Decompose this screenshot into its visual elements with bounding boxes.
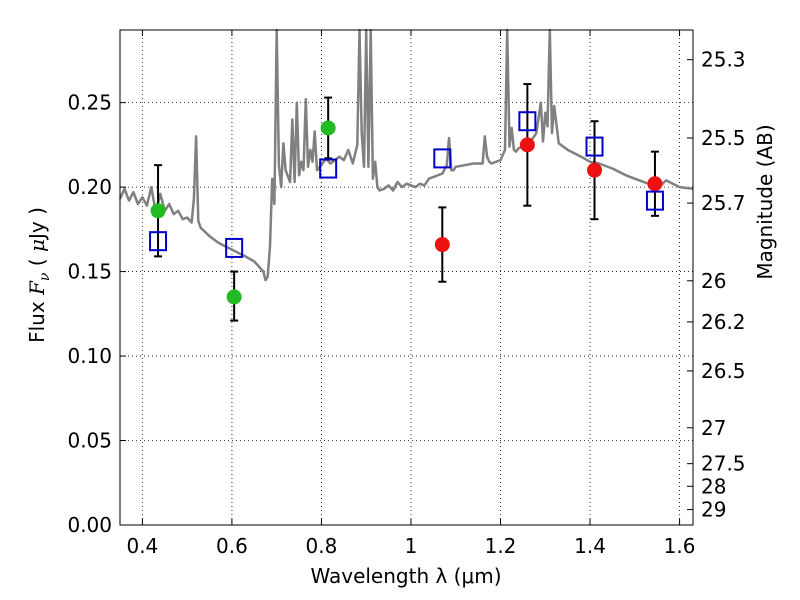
y2-tick-label: 27.5 xyxy=(701,452,746,476)
y2-tick-label: 25.3 xyxy=(701,48,746,72)
synthetic-flux-point xyxy=(518,111,537,132)
y2-tick-label: 25.5 xyxy=(701,126,746,150)
y2-axis-label: Magnitude (AB) xyxy=(753,124,777,279)
observed-nir-point xyxy=(519,137,535,153)
observed-optical-point xyxy=(226,289,242,305)
y2-tick-label: 25.7 xyxy=(701,191,746,215)
synthetic-flux-point xyxy=(149,231,168,252)
y-tick-label: 0.05 xyxy=(67,429,112,453)
y-axis-label: Flux Fν ( μJy ) xyxy=(25,207,53,343)
x-tick-label: 1.2 xyxy=(485,534,517,558)
y-tick-label: 0.25 xyxy=(67,91,112,115)
y2-tick-label: 29 xyxy=(701,498,726,522)
y-tick-label: 0.10 xyxy=(67,344,112,368)
axis-ticks: 0.4 0.6 0.8 1 1.2 1.4 1.6 0.00 0.05 0.10 0.15 0.20 0… xyxy=(67,30,746,558)
y-tick-label: 0.00 xyxy=(67,513,112,537)
y2-tick-label: 27 xyxy=(701,416,726,440)
data-points xyxy=(149,111,664,305)
x-tick-label: 0.6 xyxy=(216,534,248,558)
y2-tick-label: 26.2 xyxy=(701,310,746,334)
x-tick-label: 0.8 xyxy=(306,534,338,558)
y2-tick-label: 28 xyxy=(701,474,726,498)
synthetic-flux-point xyxy=(319,158,338,179)
x-tick-label: 1.4 xyxy=(574,534,606,558)
y-tick-label: 0.20 xyxy=(67,175,112,199)
observed-optical-point xyxy=(150,203,166,219)
synthetic-flux-point xyxy=(225,237,244,258)
synthetic-flux-point xyxy=(585,136,604,157)
synthetic-flux-point xyxy=(645,190,664,211)
observed-nir-point xyxy=(434,237,450,253)
observed-optical-point xyxy=(320,120,336,136)
x-tick-label: 0.4 xyxy=(126,534,158,558)
x-axis-label: Wavelength λ (μm) xyxy=(310,564,501,588)
x-tick-label: 1 xyxy=(405,534,418,558)
y-tick-label: 0.15 xyxy=(67,260,112,284)
synthetic-flux-point xyxy=(433,148,452,169)
x-tick-label: 1.6 xyxy=(664,534,696,558)
grid xyxy=(120,30,693,525)
y2-tick-label: 26 xyxy=(701,269,726,293)
plot-frame xyxy=(119,29,694,526)
y2-tick-label: 26.5 xyxy=(701,359,746,383)
observed-nir-point xyxy=(587,162,603,178)
observed-nir-point xyxy=(647,176,663,192)
